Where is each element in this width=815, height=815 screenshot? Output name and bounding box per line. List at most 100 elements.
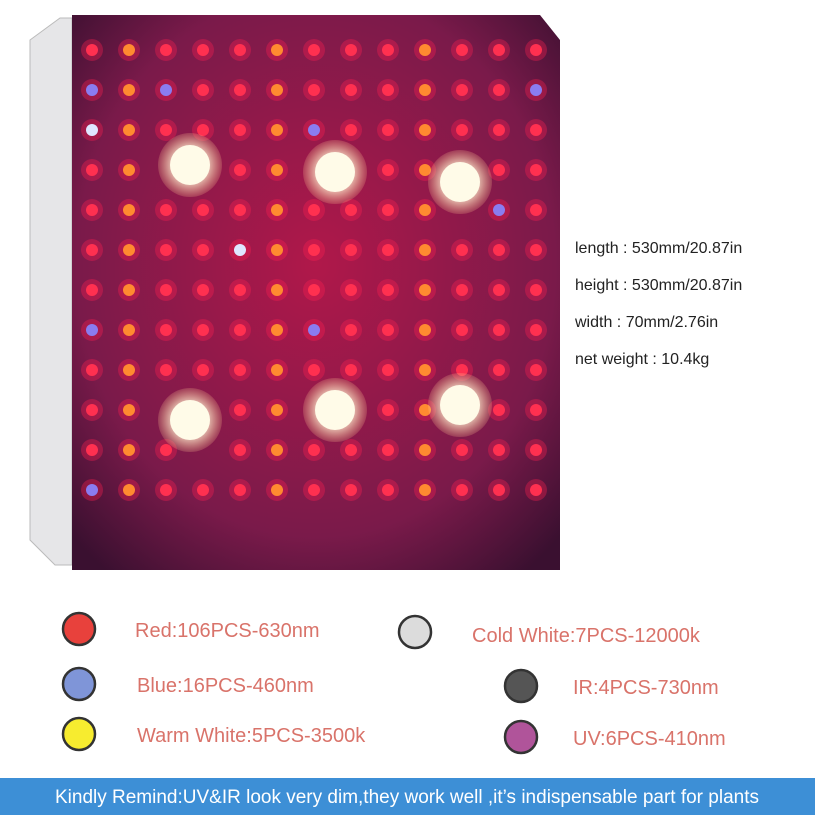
led — [160, 284, 172, 296]
led — [234, 164, 246, 176]
led — [530, 44, 542, 56]
led — [345, 204, 357, 216]
led — [419, 364, 431, 376]
led — [271, 484, 283, 496]
led — [123, 164, 135, 176]
led — [456, 324, 468, 336]
led — [86, 164, 98, 176]
led — [160, 124, 172, 136]
led — [382, 84, 394, 96]
led — [382, 204, 394, 216]
led — [86, 404, 98, 416]
led — [197, 124, 209, 136]
led — [308, 84, 320, 96]
led — [197, 284, 209, 296]
led — [382, 164, 394, 176]
led — [345, 484, 357, 496]
led — [123, 284, 135, 296]
led — [493, 164, 505, 176]
legend-swatch — [61, 611, 97, 647]
legend-label: UV:6PCS-410nm — [573, 728, 726, 750]
led — [493, 204, 505, 216]
led — [271, 244, 283, 256]
led — [456, 444, 468, 456]
led — [345, 244, 357, 256]
led — [493, 364, 505, 376]
led — [345, 124, 357, 136]
led — [419, 204, 431, 216]
led — [456, 124, 468, 136]
spec-text: width : 70mm/2.76in — [574, 314, 718, 331]
legend-swatch — [503, 668, 539, 704]
led — [345, 44, 357, 56]
legend-label: Warm White:5PCS-3500k — [137, 725, 366, 747]
led — [530, 124, 542, 136]
led — [419, 244, 431, 256]
led — [382, 444, 394, 456]
led — [86, 324, 98, 336]
led — [493, 404, 505, 416]
led — [86, 204, 98, 216]
led — [123, 324, 135, 336]
led — [456, 44, 468, 56]
led — [382, 284, 394, 296]
led — [419, 284, 431, 296]
led — [160, 84, 172, 96]
led — [234, 244, 246, 256]
led — [308, 364, 320, 376]
led — [271, 444, 283, 456]
led — [382, 484, 394, 496]
led — [419, 484, 431, 496]
led — [530, 164, 542, 176]
led — [160, 204, 172, 216]
led — [123, 444, 135, 456]
led — [308, 44, 320, 56]
led — [419, 124, 431, 136]
led — [382, 44, 394, 56]
led — [382, 124, 394, 136]
led — [197, 84, 209, 96]
led — [197, 364, 209, 376]
led — [197, 324, 209, 336]
led — [345, 364, 357, 376]
led — [123, 404, 135, 416]
spec-text: length : 530mm/20.87in — [575, 240, 742, 257]
led — [456, 284, 468, 296]
led — [382, 404, 394, 416]
led — [86, 284, 98, 296]
led — [493, 284, 505, 296]
led — [308, 204, 320, 216]
led — [234, 444, 246, 456]
led — [456, 364, 468, 376]
led — [271, 124, 283, 136]
led — [308, 124, 320, 136]
led — [345, 284, 357, 296]
led — [123, 244, 135, 256]
led — [86, 244, 98, 256]
led — [86, 364, 98, 376]
cob — [170, 400, 210, 440]
led — [493, 44, 505, 56]
led — [308, 484, 320, 496]
led — [419, 444, 431, 456]
led — [271, 204, 283, 216]
led — [271, 84, 283, 96]
led — [456, 484, 468, 496]
led — [123, 364, 135, 376]
led — [419, 164, 431, 176]
led — [123, 84, 135, 96]
led — [234, 484, 246, 496]
led — [530, 244, 542, 256]
led — [86, 444, 98, 456]
led — [197, 244, 209, 256]
led — [308, 244, 320, 256]
led — [530, 404, 542, 416]
led — [530, 324, 542, 336]
led — [308, 324, 320, 336]
led — [493, 444, 505, 456]
led — [86, 44, 98, 56]
led — [86, 84, 98, 96]
led — [419, 324, 431, 336]
led — [493, 484, 505, 496]
